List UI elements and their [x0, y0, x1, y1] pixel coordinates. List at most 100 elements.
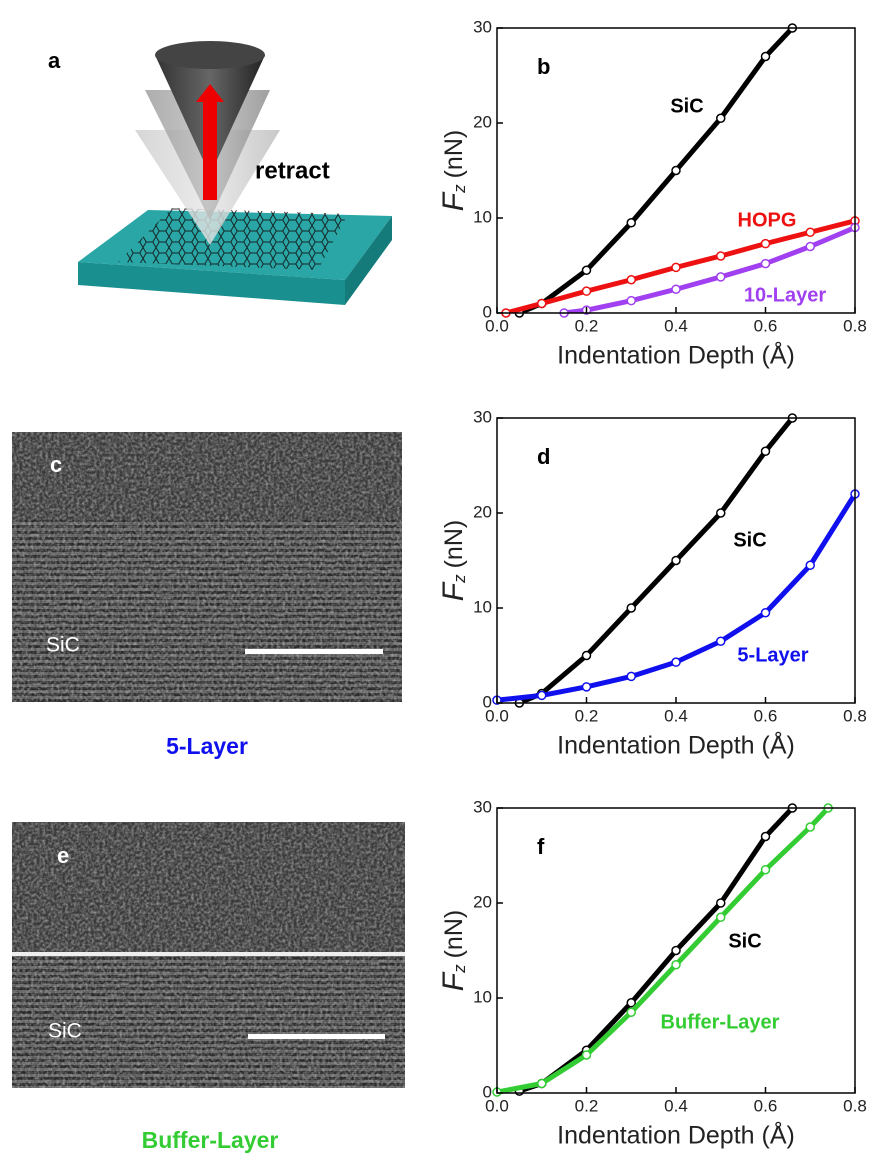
x-axis-label: Indentation Depth (Å) — [557, 1120, 795, 1150]
data-point — [627, 672, 635, 680]
y-tick-label: 0 — [483, 1082, 492, 1101]
data-point — [762, 240, 770, 248]
series-label: 10-Layer — [744, 284, 826, 306]
x-tick-label: 0.4 — [664, 1096, 688, 1115]
data-point — [717, 114, 725, 122]
x-axis-label: Indentation Depth (Å) — [557, 730, 795, 760]
series-label: 5-Layer — [737, 644, 808, 666]
panel-c: c SiC 5-Layer — [12, 432, 402, 759]
y-label-subscript: z — [450, 574, 469, 584]
y-label-subscript: z — [450, 964, 469, 974]
data-point — [672, 658, 680, 666]
data-point — [762, 260, 770, 268]
y-tick-label: 20 — [473, 112, 492, 131]
data-point — [806, 561, 814, 569]
data-point — [583, 266, 591, 274]
y-axis-label: Fz (nN) — [437, 520, 470, 601]
image-text: SiC — [46, 634, 80, 657]
y-label-unit: (nN) — [440, 130, 468, 179]
y-tick-label: 20 — [473, 892, 492, 911]
data-point — [583, 287, 591, 295]
y-tick-label: 20 — [473, 502, 492, 521]
data-point — [627, 276, 635, 284]
data-point — [627, 999, 635, 1007]
series-label: SiC — [670, 95, 703, 117]
tem-noise — [12, 432, 402, 702]
y-label-unit: (nN) — [440, 910, 468, 959]
data-point — [672, 285, 680, 293]
data-point — [627, 297, 635, 305]
panel-e: e SiC Buffer-Layer — [12, 822, 405, 1153]
series-label: Buffer-Layer — [661, 1011, 780, 1033]
panel-label: d — [537, 444, 550, 469]
y-label-symbol: F — [437, 191, 470, 211]
y-axis-label: Fz (nN) — [437, 130, 470, 211]
y-axis-label: Fz (nN) — [437, 910, 470, 991]
data-point — [717, 913, 725, 921]
y-tick-label: 10 — [473, 207, 492, 226]
data-point — [672, 167, 680, 175]
data-point — [627, 604, 635, 612]
x-tick-label: 0.2 — [575, 1096, 599, 1115]
data-point — [717, 509, 725, 517]
series-label: SiC — [733, 529, 766, 551]
series-line — [497, 494, 855, 700]
data-point — [583, 1051, 591, 1059]
data-point — [762, 866, 770, 874]
y-tick-label: 0 — [483, 692, 492, 711]
x-axis-label: Indentation Depth (Å) — [557, 340, 795, 370]
data-point — [538, 1080, 546, 1088]
interface — [12, 952, 405, 956]
x-tick-label: 0.6 — [754, 706, 778, 725]
data-point — [672, 961, 680, 969]
x-tick-label: 0.2 — [575, 706, 599, 725]
data-point — [717, 252, 725, 260]
x-tick-label: 0.4 — [664, 316, 688, 335]
y-tick-label: 30 — [473, 407, 492, 426]
data-point — [806, 243, 814, 251]
x-tick-label: 0.8 — [843, 706, 867, 725]
data-point — [717, 637, 725, 645]
figure: a retract c SiC 5-Layer e SiC Buffer-Lay… — [0, 0, 875, 1162]
y-label-subscript: z — [450, 184, 469, 194]
data-point — [762, 53, 770, 61]
y-tick-label: 10 — [473, 987, 492, 1006]
panel-a: a retract — [48, 41, 392, 305]
data-point — [583, 652, 591, 660]
y-tick-label: 10 — [473, 597, 492, 616]
scale-bar — [248, 1034, 385, 1039]
data-point — [806, 823, 814, 831]
x-tick-label: 0.8 — [843, 316, 867, 335]
tip-top — [155, 41, 265, 69]
x-tick-label: 0.6 — [754, 1096, 778, 1115]
caption: Buffer-Layer — [142, 1127, 279, 1153]
series-line — [497, 808, 828, 1092]
panel-label: c — [50, 452, 62, 477]
panel-label: b — [537, 54, 550, 79]
y-tick-label: 30 — [473, 17, 492, 36]
x-tick-label: 0.2 — [575, 316, 599, 335]
data-point — [672, 263, 680, 271]
data-point — [538, 691, 546, 699]
panel-label: e — [57, 843, 69, 868]
x-tick-label: 0.6 — [754, 316, 778, 335]
series-label: HOPG — [738, 209, 797, 231]
series-label: SiC — [728, 930, 761, 952]
x-tick-label: 0.4 — [664, 706, 688, 725]
y-label-symbol: F — [437, 971, 470, 991]
data-point — [762, 447, 770, 455]
data-point — [627, 219, 635, 227]
image-text: SiC — [48, 1020, 82, 1043]
y-label-symbol: F — [437, 581, 470, 601]
data-point — [762, 609, 770, 617]
data-point — [717, 899, 725, 907]
data-point — [806, 228, 814, 236]
data-point — [762, 833, 770, 841]
y-label-unit: (nN) — [440, 520, 468, 569]
panel-label: f — [537, 834, 545, 859]
data-point — [583, 683, 591, 691]
scale-bar — [245, 649, 383, 654]
y-tick-label: 30 — [473, 797, 492, 816]
